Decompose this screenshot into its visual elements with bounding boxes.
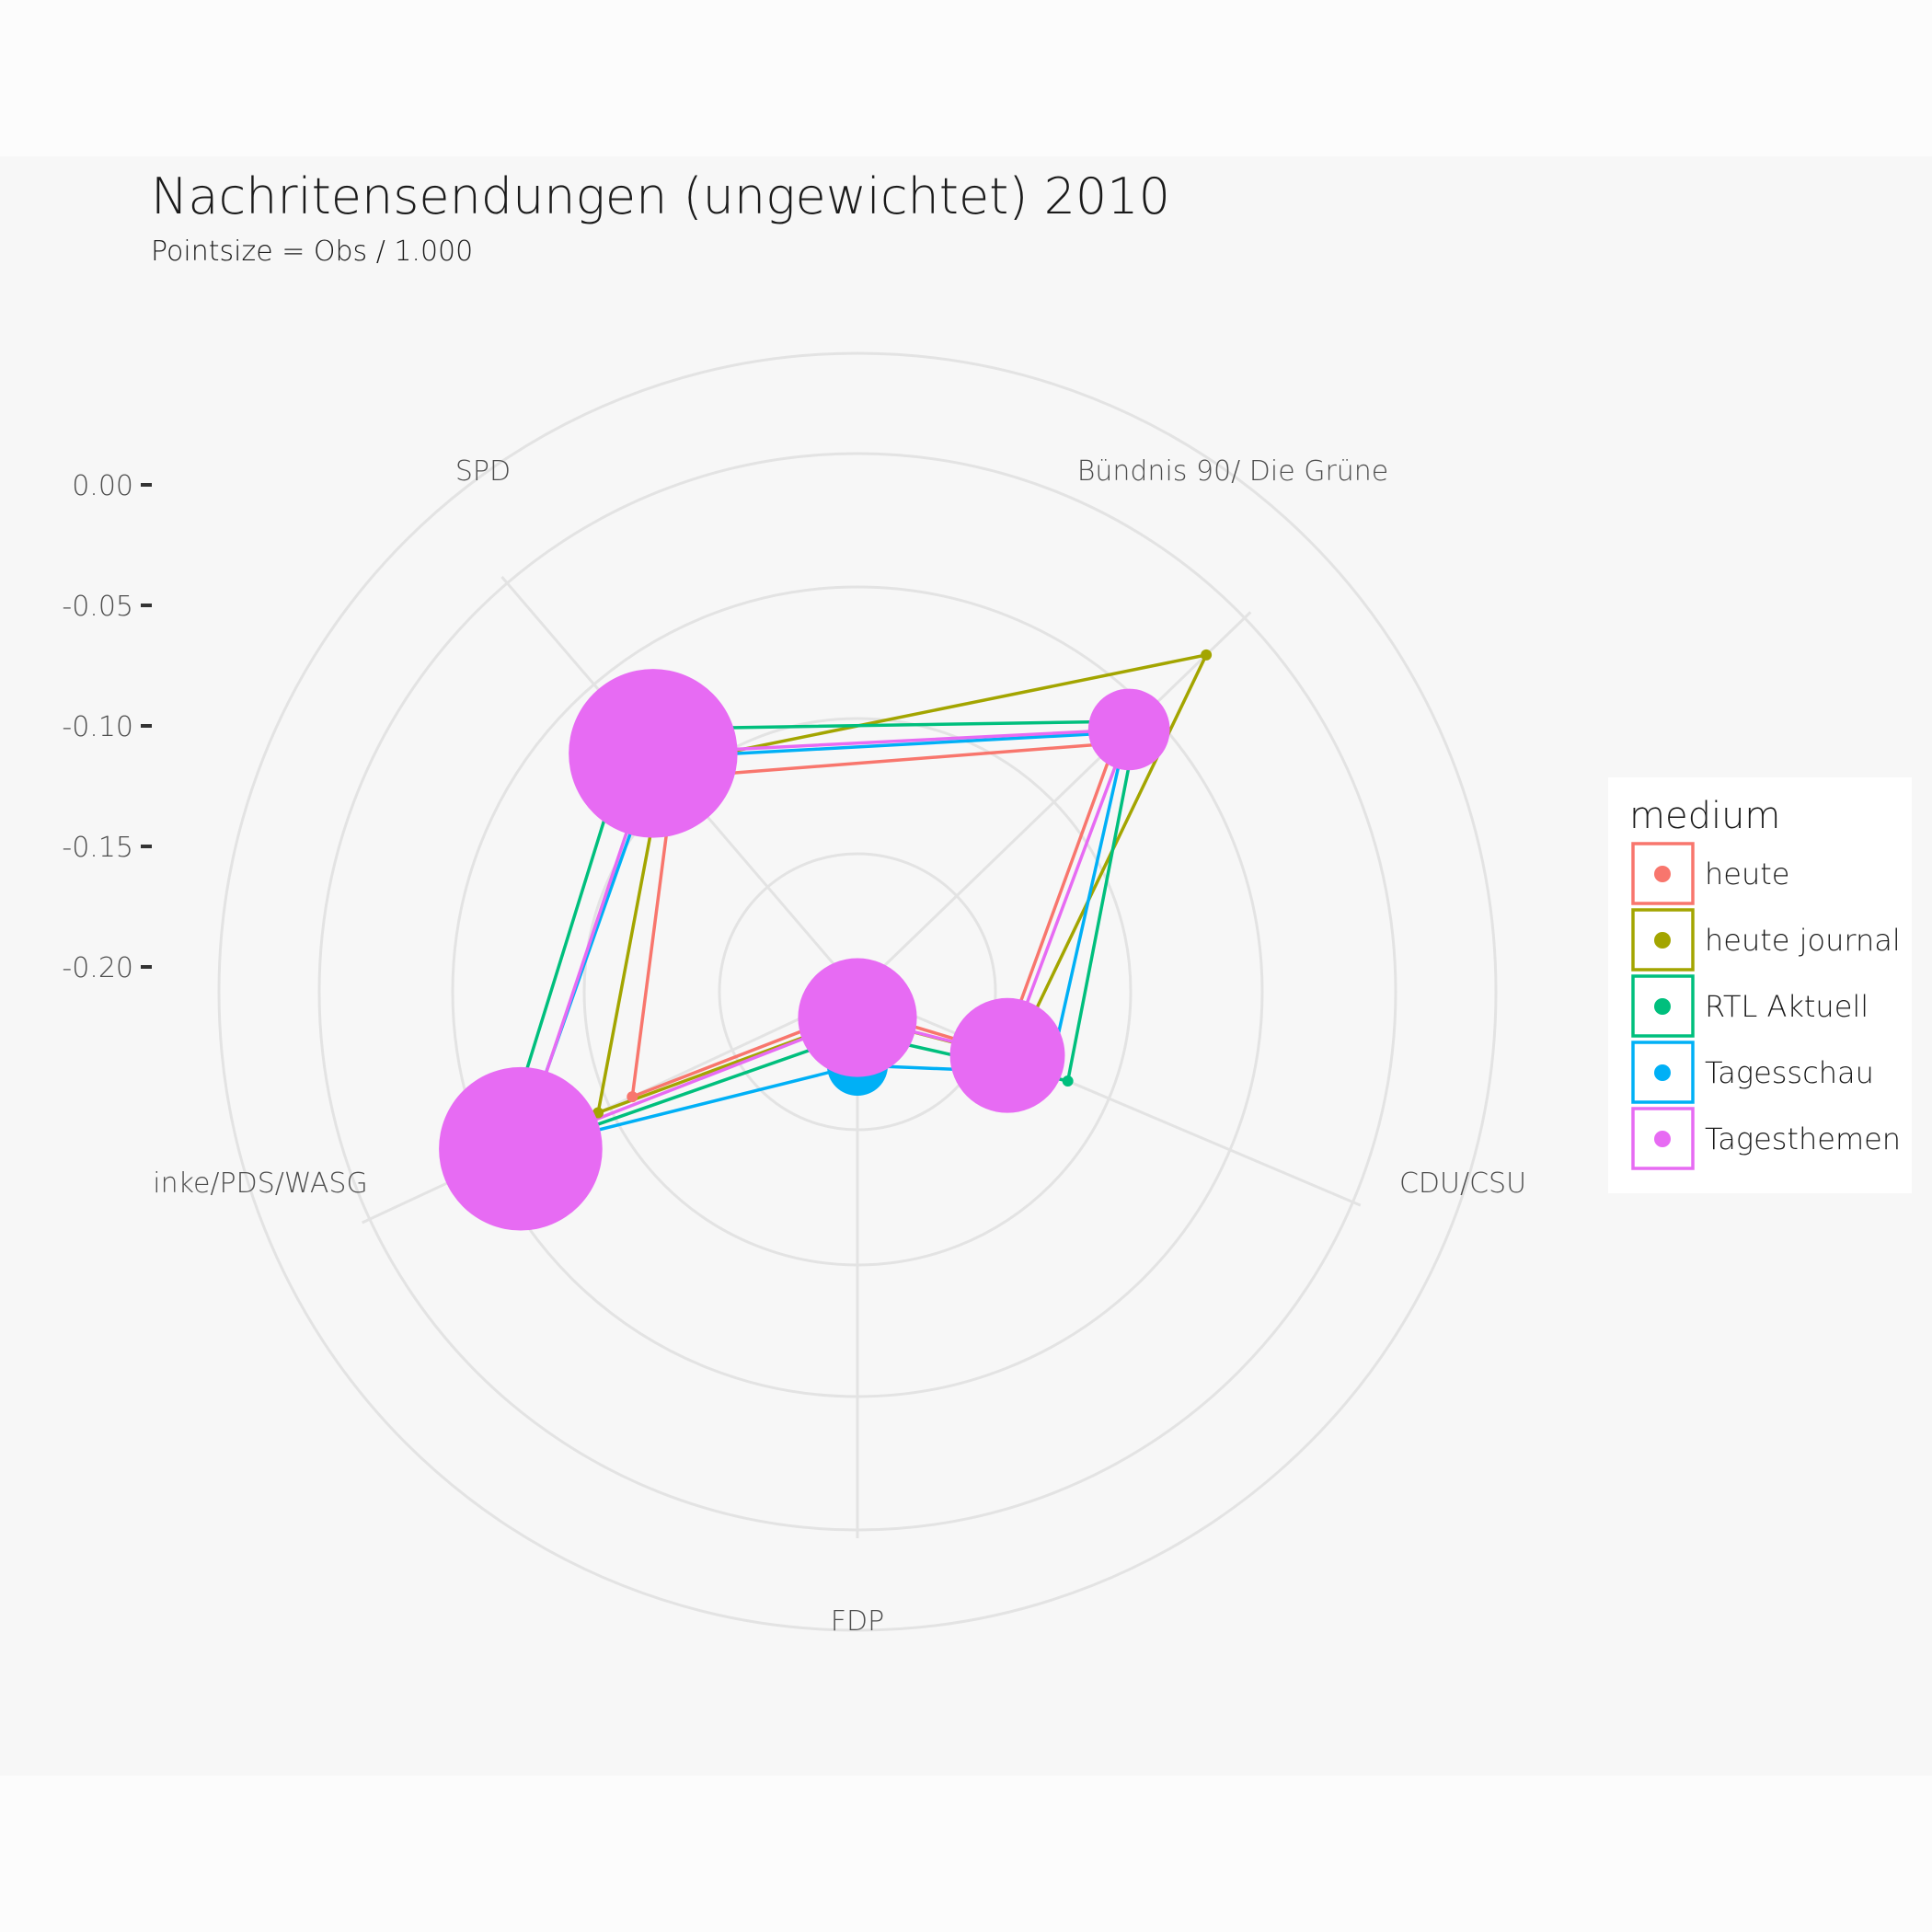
legend-key bbox=[1631, 1107, 1695, 1170]
r-tick-label: -0.10 bbox=[62, 711, 133, 743]
data-point bbox=[1201, 649, 1213, 661]
data-point bbox=[1062, 1075, 1074, 1087]
data-point bbox=[1087, 688, 1170, 771]
axis-label: FDP bbox=[831, 1605, 884, 1638]
legend-label[interactable]: Tagesschau bbox=[1705, 1055, 1874, 1090]
legend-marker bbox=[1654, 932, 1671, 949]
data-point bbox=[439, 1066, 603, 1231]
legend-key bbox=[1631, 908, 1695, 972]
legend-key bbox=[1631, 842, 1695, 905]
axis-label: SPD bbox=[455, 455, 511, 488]
legend-label[interactable]: heute bbox=[1705, 857, 1789, 891]
legend-label[interactable]: heute journal bbox=[1705, 923, 1901, 958]
data-point bbox=[569, 669, 738, 838]
axis-label: CDU/CSU bbox=[1399, 1167, 1526, 1200]
legend-label[interactable]: RTL Aktuell bbox=[1705, 989, 1869, 1024]
r-tick-label: -0.20 bbox=[62, 952, 133, 984]
chart-subtitle: Pointsize = Obs / 1.000 bbox=[151, 236, 473, 268]
spoke-line bbox=[856, 611, 1252, 994]
r-tick-label: -0.15 bbox=[62, 832, 133, 864]
legend-title: medium bbox=[1629, 795, 1780, 837]
legend-marker bbox=[1654, 866, 1671, 882]
r-tick-label: -0.05 bbox=[62, 591, 133, 623]
legend[interactable]: medium heute heute journal RTL Aktuell Tage… bbox=[1608, 777, 1912, 1193]
legend-label[interactable]: Tagesthemen bbox=[1705, 1121, 1901, 1156]
legend-key bbox=[1631, 974, 1695, 1038]
data-point bbox=[798, 958, 917, 1077]
grid-circle bbox=[217, 351, 1498, 1632]
axis-label: Bündnis 90/ Die Grüne bbox=[1077, 455, 1389, 488]
series-layer bbox=[439, 649, 1213, 1231]
data-point bbox=[949, 997, 1065, 1113]
r-tick-label: 0.00 bbox=[72, 470, 133, 502]
legend-box bbox=[1608, 777, 1912, 1193]
legend-key bbox=[1631, 1041, 1695, 1104]
axis-labels: SPD Bündnis 90/ Die Grüne CDU/CSU FDP inke/P… bbox=[153, 455, 1526, 1638]
chart-title: Nachritensendungen (ungewichtet) 2010 bbox=[151, 167, 1170, 225]
radial-axis-ticks: 0.00 -0.05 -0.10 -0.15 -0.20 bbox=[62, 470, 152, 984]
data-point bbox=[592, 1107, 604, 1119]
series-line bbox=[630, 741, 1118, 1099]
legend-marker bbox=[1654, 998, 1671, 1015]
data-point bbox=[627, 1091, 638, 1103]
legend-marker bbox=[1654, 1064, 1671, 1081]
legend-marker bbox=[1654, 1131, 1671, 1147]
axis-label: inke/PDS/WASG bbox=[153, 1167, 367, 1200]
spoke-line bbox=[857, 990, 1362, 1207]
